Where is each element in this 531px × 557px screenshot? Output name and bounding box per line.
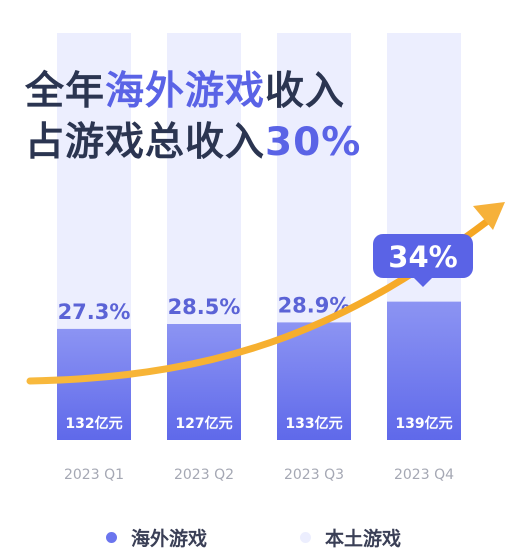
legend-label-overseas: 海外游戏 [131,527,208,550]
headline-line1-accent: 海外游戏 [105,69,266,114]
bar-overseas-3 [277,322,351,440]
headline-line-2: 占游戏总收入30% [25,123,361,162]
legend-dot-domestic [300,531,311,543]
headline-line-1: 全年海外游戏收入 [25,72,345,111]
bar-domestic-2 [167,33,241,325]
highlight-badge-pointer [414,278,432,287]
headline-line1-prefix: 全年 [25,69,106,114]
bar-overseas-2 [167,324,241,440]
bar-overseas-1 [57,328,131,440]
legend-item-overseas: 海外游戏 [106,524,207,550]
share-label-4: 34% [388,240,457,274]
revenue-label-4: 139亿元 [395,415,452,432]
x-tick-label-2: 2023 Q2 [174,467,234,483]
bar-domestic-1 [57,33,131,329]
bar-domestic-3 [277,33,351,323]
revenue-label-1: 132亿元 [65,415,122,432]
legend-label-domestic: 本土游戏 [325,527,402,550]
x-tick-label-1: 2023 Q1 [64,467,124,483]
x-tick-label-3: 2023 Q3 [284,467,344,483]
x-tick-label-4: 2023 Q4 [394,467,454,483]
revenue-label-2: 127亿元 [175,415,232,432]
highlight-badge [373,234,473,278]
revenue-label-3: 133亿元 [285,415,342,432]
bar-overseas-4 [387,301,461,440]
trend-arrow-head [473,202,505,230]
share-label-2: 28.5% [168,295,241,319]
headline-line1-suffix: 收入 [265,69,346,114]
legend-item-domestic: 本土游戏 [300,524,401,550]
headline-line2-accent: 30% [265,120,362,165]
legend-dot-overseas [106,531,117,543]
share-label-1: 27.3% [58,300,131,324]
headline-line2-prefix: 占游戏总收入 [25,120,266,165]
